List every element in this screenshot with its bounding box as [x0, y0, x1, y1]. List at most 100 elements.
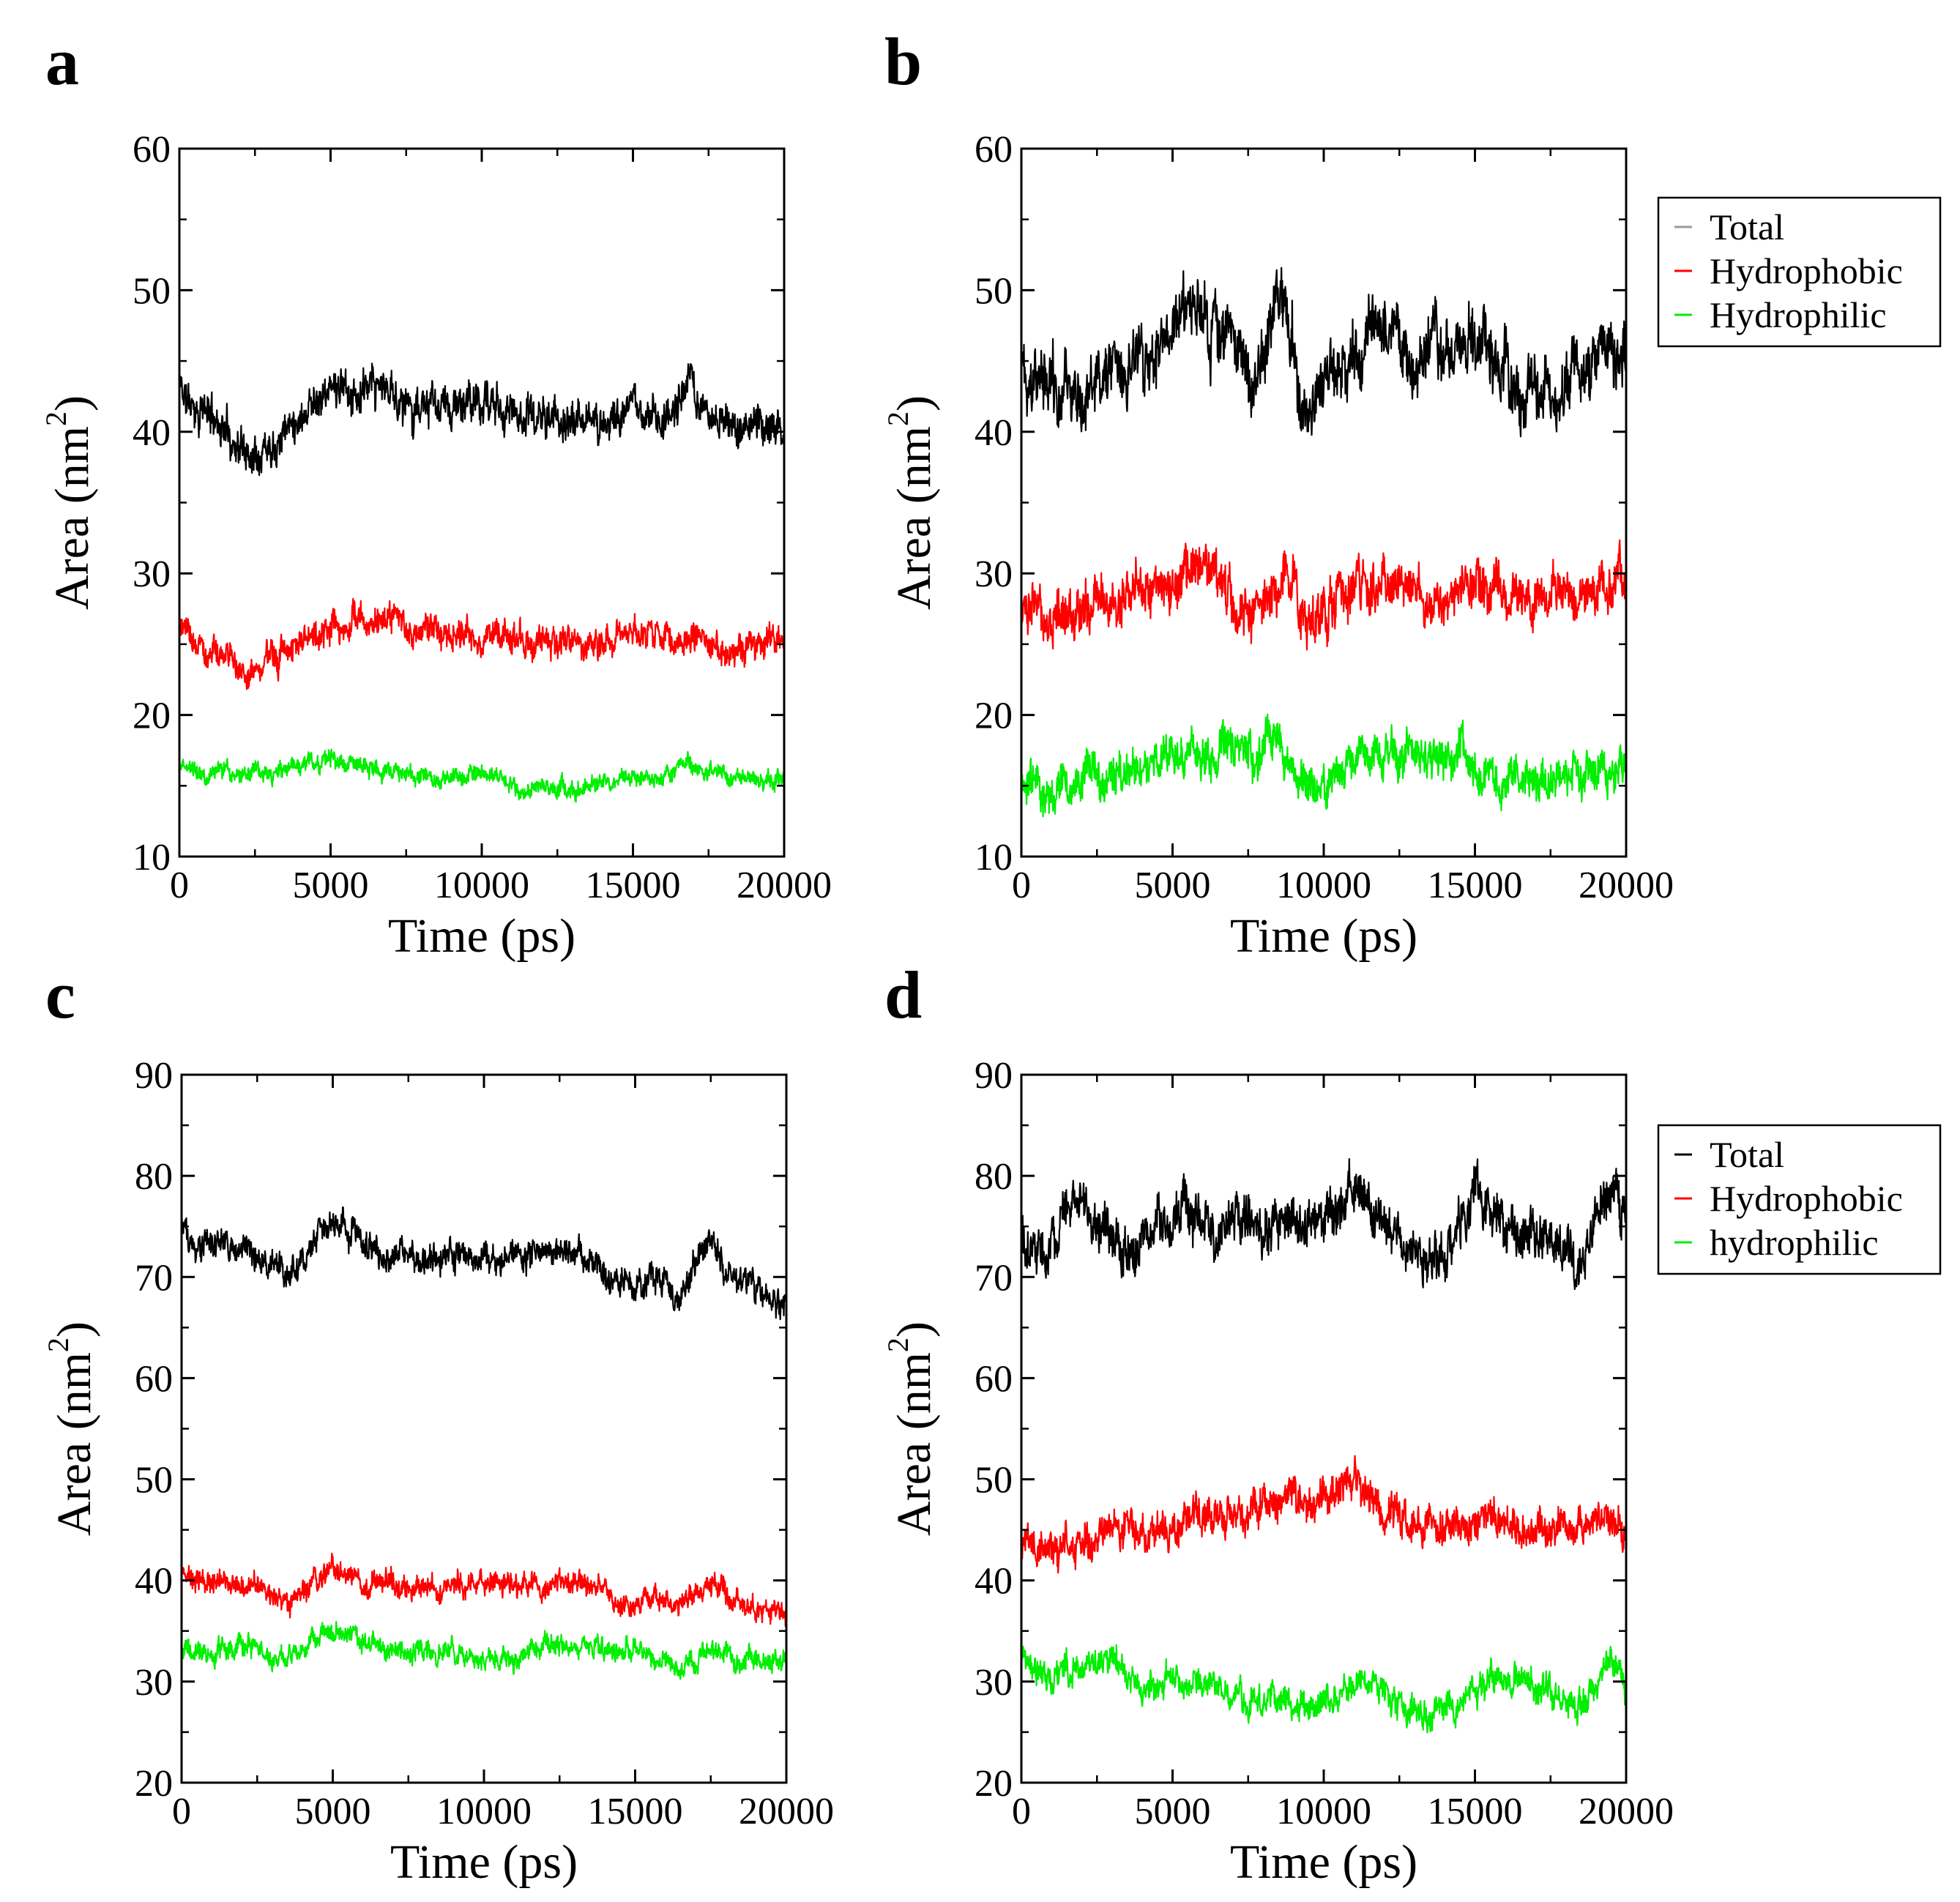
y-tick-label: 20 — [975, 695, 1013, 737]
x-tick-label: 15000 — [1428, 865, 1523, 906]
series-line-hydrophobic — [1021, 1455, 1626, 1574]
y-axis-title: Area (nm2) — [42, 1321, 101, 1536]
series-line-hydrophilic — [1021, 713, 1626, 818]
series-line-hydrophilic — [1021, 1644, 1626, 1734]
x-tick-label: 5000 — [1135, 1791, 1211, 1832]
y-axis-title-sup: 2 — [882, 411, 914, 426]
y-axis-title: Area (nm2) — [40, 395, 99, 610]
y-axis-title-main: Area (nm — [48, 1352, 101, 1536]
y-axis-title-main: Area (nm — [887, 1352, 941, 1536]
y-tick-label: 60 — [975, 129, 1013, 171]
y-tick-label: 20 — [135, 1763, 173, 1805]
x-tick-label: 10000 — [436, 1791, 532, 1832]
y-tick-label: 30 — [135, 1662, 173, 1704]
panel-label-a: a — [45, 24, 79, 99]
y-tick-label: 30 — [133, 553, 171, 595]
legend-label: hydrophilic — [1710, 1222, 1879, 1263]
legend-label: Hydrophobic — [1710, 250, 1903, 291]
y-tick-label: 80 — [135, 1156, 173, 1198]
x-tick-label: 10000 — [1276, 1791, 1371, 1832]
panel-label-d: d — [884, 958, 922, 1032]
panel-label-b: b — [884, 24, 922, 99]
panel-label-c: c — [45, 958, 75, 1032]
y-tick-label: 70 — [135, 1257, 173, 1299]
y-tick-label: 90 — [975, 1055, 1013, 1097]
legend-label: Hydrophilic — [1710, 294, 1887, 335]
y-tick-label: 40 — [975, 1561, 1013, 1603]
x-tick-label: 20000 — [1579, 865, 1674, 906]
legend-label: Hydrophobic — [1710, 1178, 1903, 1219]
x-tick-label: 0 — [1012, 865, 1031, 906]
x-tick-label: 0 — [1012, 1791, 1031, 1832]
x-tick-label: 20000 — [1579, 1791, 1674, 1832]
y-axis-title-main: Area (nm — [45, 426, 99, 610]
chart-panel-c: c 0 5000 10000 15000 20000 20 30 40 50 60 70 80 90 Tim… — [42, 958, 834, 1889]
y-tick-label: 20 — [133, 695, 171, 737]
y-tick-label: 30 — [975, 1662, 1013, 1704]
x-tick-label: 10000 — [434, 865, 529, 906]
y-axis-title: Area (nm2) — [882, 1321, 941, 1536]
legend-box — [1657, 196, 1942, 348]
series-line-hydrophobic — [1021, 539, 1626, 651]
y-tick-label: 60 — [975, 1358, 1013, 1400]
y-tick-label: 60 — [133, 129, 171, 171]
x-axis-title: Time (ps) — [390, 1835, 578, 1889]
y-tick-label: 20 — [975, 1763, 1013, 1805]
y-tick-label: 40 — [133, 412, 171, 454]
y-axis-title-sup: 2 — [882, 1338, 914, 1352]
y-tick-label: 80 — [975, 1156, 1013, 1198]
x-tick-label: 5000 — [1135, 865, 1211, 906]
legend-label: Total — [1710, 206, 1784, 247]
y-axis-title: Area (nm2) — [882, 395, 941, 610]
y-tick-label: 40 — [135, 1561, 173, 1603]
x-tick-label: 20000 — [737, 865, 832, 906]
legend-label: Total — [1710, 1134, 1784, 1175]
y-tick-label: 90 — [135, 1055, 173, 1097]
y-tick-label: 40 — [975, 412, 1013, 454]
x-tick-label: 0 — [172, 1791, 191, 1832]
y-tick-label: 60 — [135, 1358, 173, 1400]
y-axis-title-close: ) — [45, 395, 99, 411]
series-line-hydrophilic — [182, 1621, 786, 1680]
series-line-hydrophobic — [182, 1552, 786, 1627]
series-line-total — [179, 362, 784, 477]
series-line-hydrophilic — [179, 748, 784, 803]
series-line-hydrophobic — [179, 597, 784, 690]
x-tick-label: 15000 — [586, 865, 681, 906]
legend-box — [1657, 1124, 1942, 1275]
chart-panel-d: d 0 5000 10000 15000 20000 20 30 40 50 60 70 80 90 Tim… — [882, 958, 1942, 1889]
x-tick-label: 0 — [170, 865, 189, 906]
y-tick-label: 50 — [975, 270, 1013, 312]
x-axis-title: Time (ps) — [1230, 1835, 1417, 1889]
y-axis-title-close: ) — [48, 1321, 101, 1338]
x-tick-label: 5000 — [295, 1791, 371, 1832]
y-axis-title-main: Area (nm — [887, 426, 941, 610]
series-line-total — [182, 1206, 786, 1321]
y-axis-title-sup: 2 — [40, 411, 72, 426]
x-tick-label: 15000 — [1428, 1791, 1523, 1832]
y-tick-label: 30 — [975, 553, 1013, 595]
y-tick-label: 50 — [133, 270, 171, 312]
y-tick-label: 10 — [133, 837, 171, 879]
x-axis-title: Time (ps) — [388, 909, 575, 963]
y-tick-label: 50 — [135, 1460, 173, 1502]
y-tick-label: 50 — [975, 1460, 1013, 1502]
x-tick-label: 5000 — [293, 865, 369, 906]
series-line-total — [1021, 1157, 1626, 1291]
x-tick-label: 20000 — [739, 1791, 834, 1832]
x-tick-label: 15000 — [588, 1791, 683, 1832]
y-tick-label: 10 — [975, 837, 1013, 879]
x-axis-title: Time (ps) — [1230, 909, 1417, 963]
y-tick-label: 70 — [975, 1257, 1013, 1299]
x-tick-label: 10000 — [1276, 865, 1371, 906]
chart-panel-b: b 0 5000 10000 15000 20000 10 20 30 40 50 60 Time (p… — [882, 24, 1942, 963]
y-axis-title-sup: 2 — [42, 1338, 75, 1352]
y-axis-title-close: ) — [887, 1321, 941, 1338]
series-line-total — [1021, 266, 1626, 438]
y-axis-title-close: ) — [887, 395, 941, 411]
